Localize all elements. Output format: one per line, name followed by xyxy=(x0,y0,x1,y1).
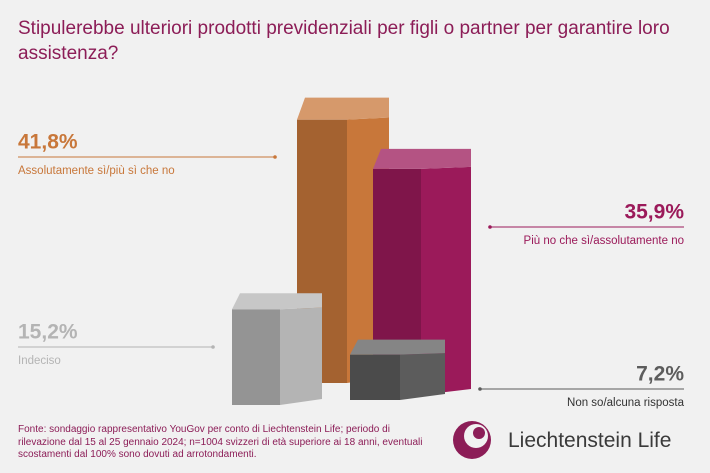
leader-dot xyxy=(273,155,277,159)
bar-side xyxy=(280,307,322,405)
source-note: Fonte: sondaggio rappresentativo YouGov … xyxy=(18,424,423,460)
leader-dot xyxy=(488,225,492,229)
bar-top xyxy=(373,148,471,169)
value-label: 7,2% xyxy=(636,363,684,386)
category-label: Non so/alcuna risposta xyxy=(567,397,685,409)
bar-top xyxy=(297,97,389,120)
category-label: Assolutamente sì/più sì che no xyxy=(18,165,175,177)
value-label: 15,2% xyxy=(18,321,78,344)
chart-title: Stipulerebbe ulteriori prodotti previden… xyxy=(18,18,670,64)
bar-top xyxy=(350,339,445,355)
logo-icon xyxy=(453,421,491,459)
bar-top xyxy=(232,293,322,310)
bar-side xyxy=(400,353,445,400)
bar xyxy=(232,309,280,405)
category-label: Indeciso xyxy=(18,355,61,367)
value-label: 35,9% xyxy=(624,201,684,224)
brand-name: Liechtenstein Life xyxy=(508,429,672,452)
bar-side xyxy=(421,166,471,395)
bar xyxy=(350,354,400,400)
category-label: Più no che sì/assolutamente no xyxy=(524,235,684,247)
leader-dot xyxy=(478,387,482,391)
leader-dot xyxy=(211,345,215,349)
value-label: 41,8% xyxy=(18,131,78,154)
